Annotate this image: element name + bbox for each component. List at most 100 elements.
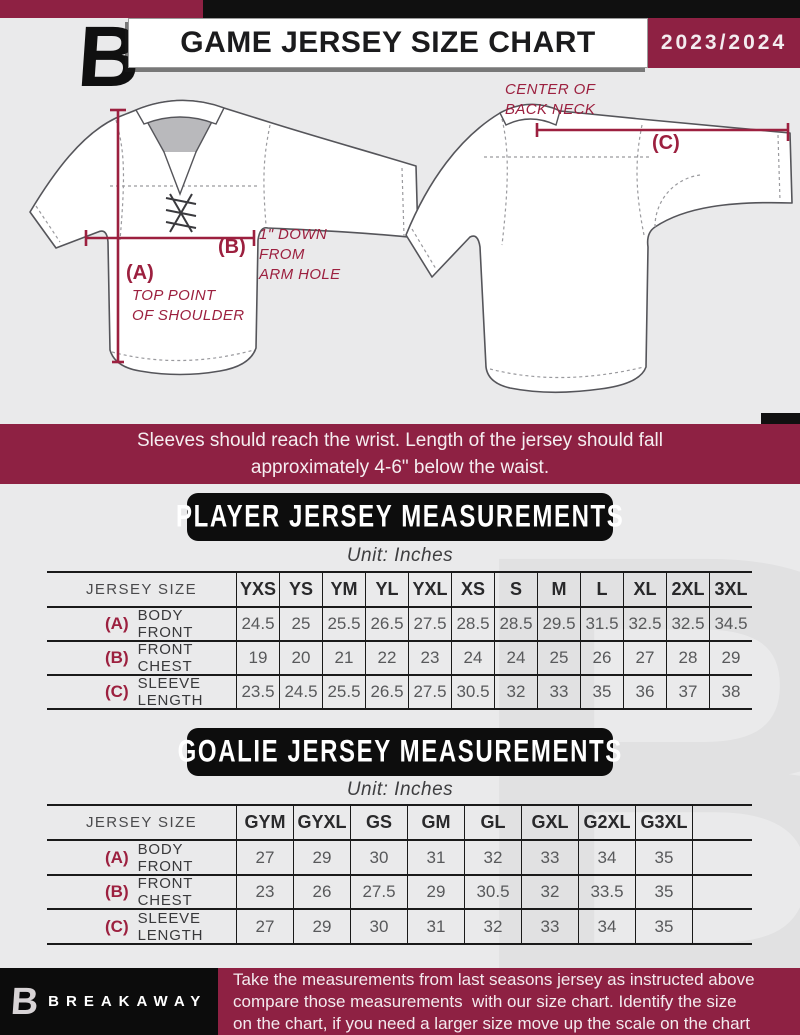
value-cell: 31 (407, 910, 464, 945)
value-cell (692, 841, 752, 876)
page-title-box: GAME JERSEY SIZE CHART (128, 18, 648, 68)
row-label-cell: (C) SLEEVE LENGTH (47, 675, 236, 710)
measure-b-key: (B) (218, 236, 246, 258)
size-header-cell: GYM (236, 804, 293, 841)
value-cell: 32.5 (666, 608, 709, 642)
footer-brand-name: BREAKAWAY (48, 993, 208, 1010)
back-jersey-diagram (405, 103, 793, 394)
header-maroon-strip (0, 0, 203, 18)
value-cell: 25.5 (322, 608, 365, 642)
row-label-cell: (A) BODY FRONT (47, 607, 236, 642)
value-cell: 26 (580, 642, 623, 676)
value-cell: 34.5 (709, 608, 752, 642)
size-header-cell: YS (279, 571, 322, 608)
value-cell: 26.5 (365, 608, 408, 642)
fit-notice-line2: approximately 4-6" below the waist. (250, 457, 550, 478)
value-cell: 32 (464, 910, 521, 945)
value-cell: 37 (666, 676, 709, 710)
value-cell: 34 (578, 841, 635, 876)
value-cell: 29 (407, 876, 464, 910)
measure-a-key: (A) (126, 262, 154, 284)
value-cell: 21 (322, 642, 365, 676)
size-header-cell: G2XL (578, 804, 635, 841)
value-cell: 36 (623, 676, 666, 710)
size-header-cell: YL (365, 571, 408, 608)
row-key: (B) (105, 648, 129, 667)
front-jersey-diagram (29, 99, 419, 376)
goalie-section-heading: GOALIE JERSEY MEASUREMENTS (177, 728, 621, 776)
value-cell: 32 (521, 876, 578, 910)
row-key: (B) (105, 882, 129, 901)
value-cell: 38 (709, 676, 752, 710)
size-header-cell: GXL (521, 804, 578, 841)
season-badge: 2023/2024 (648, 18, 800, 68)
value-cell: 24.5 (236, 608, 279, 642)
row-label-cell: (A) BODY FRONT (47, 841, 236, 876)
player-section-heading: PLAYER JERSEY MEASUREMENTS (176, 493, 623, 541)
value-cell: 25 (279, 608, 322, 642)
value-cell: 19 (236, 642, 279, 676)
value-cell: 24 (494, 642, 537, 676)
value-cell: 23 (408, 642, 451, 676)
value-cell: 33.5 (578, 876, 635, 910)
row-key: (C) (105, 916, 129, 936)
value-cell: 29 (293, 910, 350, 945)
row-key: (A) (105, 614, 129, 633)
value-cell: 29.5 (537, 608, 580, 642)
row-label: BODY FRONT (137, 840, 194, 875)
value-cell: 27.5 (408, 676, 451, 710)
armhole-note: 1" DOWN FROM ARM HOLE (259, 226, 341, 283)
page-title: GAME JERSEY SIZE CHART (180, 26, 596, 59)
value-cell (692, 910, 752, 945)
goalie-size-table: JERSEY SIZE GYM GYXL GS GM GL GXL G2XL G3XL (A) BO… (47, 804, 752, 945)
value-cell: 28 (666, 642, 709, 676)
size-label-header: JERSEY SIZE (47, 571, 236, 608)
size-header-cell: GL (464, 804, 521, 841)
size-header-cell: YXL (408, 571, 451, 608)
shoulder-note: TOP POINT OF SHOULDER (132, 287, 245, 324)
value-cell: 35 (635, 910, 692, 945)
measure-c-key: (C) (652, 132, 680, 154)
footer-logo-icon: B (9, 980, 40, 1023)
value-cell: 26 (293, 876, 350, 910)
size-header-cell: G3XL (635, 804, 692, 841)
player-unit-label: Unit: Inches (346, 545, 454, 566)
value-cell: 35 (635, 841, 692, 876)
notice-corner-strip (761, 413, 800, 424)
value-cell: 29 (709, 642, 752, 676)
row-label: FRONT CHEST (137, 641, 193, 675)
value-cell: 27.5 (350, 876, 407, 910)
footer-line2: compare those measurements with our size… (233, 991, 737, 1011)
footer-line1: Take the measurements from last seasons … (233, 969, 755, 989)
header-black-bar (203, 0, 800, 20)
value-cell: 32 (464, 841, 521, 876)
value-cell: 27 (236, 910, 293, 945)
value-cell (692, 876, 752, 910)
back-neck-note: CENTER OF BACK NECK (505, 81, 596, 118)
value-cell: 31 (407, 841, 464, 876)
value-cell: 33 (521, 910, 578, 945)
row-label: BODY FRONT (137, 607, 194, 641)
row-label: SLEEVE LENGTH (137, 909, 204, 944)
value-cell: 28.5 (494, 608, 537, 642)
size-header-cell: M (537, 571, 580, 608)
value-cell: 23 (236, 876, 293, 910)
size-header-cell: GYXL (293, 804, 350, 841)
value-cell: 34 (578, 910, 635, 945)
size-header-cell: XL (623, 571, 666, 608)
size-header-cell: 2XL (666, 571, 709, 608)
season-label: 2023/2024 (660, 31, 788, 54)
value-cell: 32.5 (623, 608, 666, 642)
footer-brand-block: B BREAKAWAY (0, 968, 218, 1035)
value-cell: 24 (451, 642, 494, 676)
value-cell: 33 (537, 676, 580, 710)
value-cell: 30.5 (464, 876, 521, 910)
size-header-cell: YM (322, 571, 365, 608)
player-size-table: JERSEY SIZE YXS YS YM YL YXL XS S M L XL 2XL 3XL (A) B… (47, 571, 752, 710)
footer-line3: on the chart, if you need a larger size … (233, 1013, 750, 1033)
size-header-cell: XS (451, 571, 494, 608)
size-header-cell: GM (407, 804, 464, 841)
size-header-cell: YXS (236, 571, 279, 608)
value-cell: 33 (521, 841, 578, 876)
